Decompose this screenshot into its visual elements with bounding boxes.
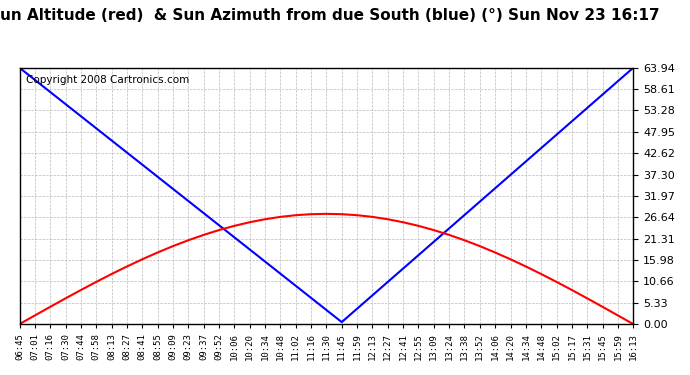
Text: Sun Altitude (red)  & Sun Azimuth from due South (blue) (°) Sun Nov 23 16:17: Sun Altitude (red) & Sun Azimuth from du… [0,8,660,22]
Text: Copyright 2008 Cartronics.com: Copyright 2008 Cartronics.com [26,75,189,86]
